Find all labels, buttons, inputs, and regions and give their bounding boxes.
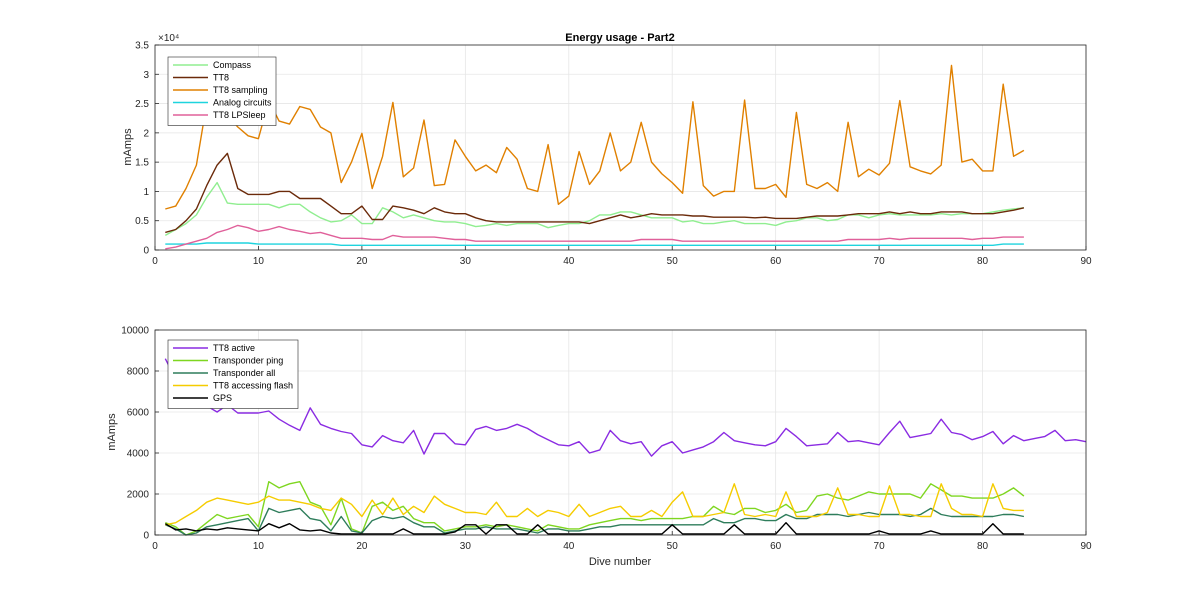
x-tick-label: 10 <box>253 256 265 267</box>
y-tick-label: 3.5 <box>135 41 149 52</box>
top-plot-frame <box>154 44 1087 251</box>
series-line-tt8-sampling <box>165 64 1025 210</box>
x-tick-label: 60 <box>770 541 782 552</box>
top-plot-area <box>155 45 1086 250</box>
legend-label: Transponder all <box>213 368 275 378</box>
legend-label: TT8 <box>213 73 229 83</box>
x-tick-label: 70 <box>874 541 886 552</box>
top-chart: 0 10 20 30 40 50 60 70 80 90 0 0.5 1 1.5 2 2.5 3 3.5 Ener… <box>122 32 1092 267</box>
x-tick-label: 0 <box>152 256 158 267</box>
legend-box <box>167 56 277 126</box>
bottom-plot-frame <box>154 329 1087 536</box>
x-tick-label: 0 <box>152 541 158 552</box>
legend-label: GPS <box>213 393 232 403</box>
bottom-legend: TT8 active Transponder ping Transponder al… <box>167 339 299 409</box>
x-tick-label: 30 <box>460 256 472 267</box>
x-tick-label: 60 <box>770 256 782 267</box>
series-line-analog-circuits <box>165 242 1024 247</box>
bottom-x-axis-label: Dive number <box>589 556 652 568</box>
y-tick-label: 2 <box>143 128 149 139</box>
y-tick-label: 8000 <box>127 367 150 378</box>
top-y-axis-label: mAmps <box>122 128 134 166</box>
x-tick-label: 80 <box>977 256 989 267</box>
top-legend: Compass TT8 TT8 sampling Analog circuits TT8… <box>167 56 277 126</box>
y-tick-label: 10000 <box>121 326 149 337</box>
series-line-tt8-lpsleep <box>165 224 1024 250</box>
legend-box <box>167 339 299 409</box>
bottom-series-group <box>164 358 1087 536</box>
x-tick-label: 20 <box>356 256 368 267</box>
legend-label: Compass <box>213 60 252 70</box>
x-tick-label: 50 <box>667 541 679 552</box>
legend-label: TT8 LPSleep <box>213 110 266 120</box>
legend-label: Transponder ping <box>213 356 283 366</box>
x-tick-label: 30 <box>460 541 472 552</box>
bottom-y-axis-label: mAmps <box>106 413 118 451</box>
series-line-transponder-ping <box>165 481 1025 536</box>
legend-label: TT8 accessing flash <box>213 381 293 391</box>
y-tick-label: 2.5 <box>135 99 149 110</box>
top-tick-labels: 0 10 20 30 40 50 60 70 80 90 0 0.5 1 1.5 2 2.5 3 3.5 <box>135 41 1092 268</box>
x-tick-label: 40 <box>563 256 575 267</box>
x-tick-label: 90 <box>1080 256 1092 267</box>
x-tick-label: 80 <box>977 541 989 552</box>
y-tick-label: 4000 <box>127 449 150 460</box>
y-tick-label: 0 <box>143 246 149 257</box>
y-tick-label: 0.5 <box>135 216 149 227</box>
y-tick-label: 3 <box>143 70 149 81</box>
x-tick-label: 70 <box>874 256 886 267</box>
y-tick-label: 1.5 <box>135 158 149 169</box>
series-line-tt8-accessing-flash <box>165 483 1024 526</box>
legend-label: TT8 active <box>213 343 255 353</box>
y-tick-label: 1 <box>143 187 149 198</box>
top-series-group <box>164 64 1025 250</box>
y-tick-label: 2000 <box>127 490 150 501</box>
x-tick-label: 20 <box>356 541 368 552</box>
series-line-transponder-all <box>165 507 1025 536</box>
x-tick-label: 40 <box>563 541 575 552</box>
series-line-tt8-active <box>164 358 1087 457</box>
x-tick-label: 10 <box>253 541 265 552</box>
series-line-gps <box>164 522 1024 535</box>
series-line-tt8 <box>165 152 1025 234</box>
y-tick-label: 6000 <box>127 408 150 419</box>
top-y-exponent: ×10⁴ <box>158 33 179 44</box>
bottom-chart: 0 10 20 30 40 50 60 70 80 90 0 2000 4000 6000 8000 1000… <box>106 326 1092 569</box>
x-tick-label: 90 <box>1080 541 1092 552</box>
y-tick-label: 0 <box>143 531 149 542</box>
legend-label: TT8 sampling <box>213 85 268 95</box>
series-line-compass <box>164 181 1024 237</box>
legend-label: Analog circuits <box>213 98 272 108</box>
top-chart-title: Energy usage - Part2 <box>565 32 674 44</box>
x-tick-label: 50 <box>667 256 679 267</box>
bottom-tick-labels: 0 10 20 30 40 50 60 70 80 90 0 2000 4000 6000 8000 1000… <box>121 326 1092 553</box>
